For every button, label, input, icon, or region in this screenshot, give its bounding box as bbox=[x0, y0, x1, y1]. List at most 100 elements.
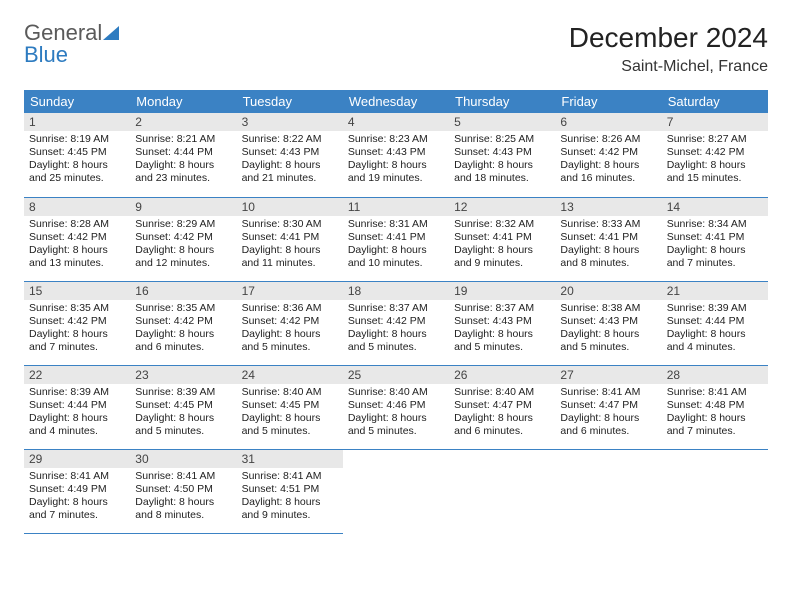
day-body: Sunrise: 8:35 AMSunset: 4:42 PMDaylight:… bbox=[24, 300, 130, 359]
day-body: Sunrise: 8:40 AMSunset: 4:45 PMDaylight:… bbox=[237, 384, 343, 443]
calendar-week-row: 1Sunrise: 8:19 AMSunset: 4:45 PMDaylight… bbox=[24, 113, 768, 197]
day-body: Sunrise: 8:29 AMSunset: 4:42 PMDaylight:… bbox=[130, 216, 236, 275]
daylight-text: Daylight: 8 hours and 6 minutes. bbox=[135, 328, 231, 354]
sunrise-text: Sunrise: 8:28 AM bbox=[29, 218, 125, 231]
daylight-text: Daylight: 8 hours and 25 minutes. bbox=[29, 159, 125, 185]
calendar-week-row: 8Sunrise: 8:28 AMSunset: 4:42 PMDaylight… bbox=[24, 197, 768, 281]
calendar-day-cell bbox=[555, 449, 661, 533]
sunset-text: Sunset: 4:44 PM bbox=[667, 315, 763, 328]
sunset-text: Sunset: 4:42 PM bbox=[29, 315, 125, 328]
daylight-text: Daylight: 8 hours and 5 minutes. bbox=[560, 328, 656, 354]
day-body: Sunrise: 8:31 AMSunset: 4:41 PMDaylight:… bbox=[343, 216, 449, 275]
sunrise-text: Sunrise: 8:36 AM bbox=[242, 302, 338, 315]
sunset-text: Sunset: 4:45 PM bbox=[29, 146, 125, 159]
logo-text: General Blue bbox=[24, 22, 119, 66]
day-body: Sunrise: 8:32 AMSunset: 4:41 PMDaylight:… bbox=[449, 216, 555, 275]
sunrise-text: Sunrise: 8:19 AM bbox=[29, 133, 125, 146]
calendar-day-cell: 23Sunrise: 8:39 AMSunset: 4:45 PMDayligh… bbox=[130, 365, 236, 449]
day-body: Sunrise: 8:37 AMSunset: 4:42 PMDaylight:… bbox=[343, 300, 449, 359]
header: General Blue December 2024 Saint-Michel,… bbox=[24, 22, 768, 76]
sunset-text: Sunset: 4:45 PM bbox=[135, 399, 231, 412]
sunrise-text: Sunrise: 8:41 AM bbox=[560, 386, 656, 399]
day-number: 29 bbox=[24, 450, 130, 468]
day-body: Sunrise: 8:41 AMSunset: 4:50 PMDaylight:… bbox=[130, 468, 236, 527]
calendar-day-cell: 3Sunrise: 8:22 AMSunset: 4:43 PMDaylight… bbox=[237, 113, 343, 197]
sunset-text: Sunset: 4:44 PM bbox=[135, 146, 231, 159]
day-body: Sunrise: 8:27 AMSunset: 4:42 PMDaylight:… bbox=[662, 131, 768, 190]
day-number: 15 bbox=[24, 282, 130, 300]
day-body: Sunrise: 8:36 AMSunset: 4:42 PMDaylight:… bbox=[237, 300, 343, 359]
sunset-text: Sunset: 4:42 PM bbox=[667, 146, 763, 159]
sunrise-text: Sunrise: 8:38 AM bbox=[560, 302, 656, 315]
day-number: 27 bbox=[555, 366, 661, 384]
sunset-text: Sunset: 4:47 PM bbox=[454, 399, 550, 412]
sunset-text: Sunset: 4:41 PM bbox=[667, 231, 763, 244]
sunset-text: Sunset: 4:51 PM bbox=[242, 483, 338, 496]
day-number: 1 bbox=[24, 113, 130, 131]
sunrise-text: Sunrise: 8:40 AM bbox=[454, 386, 550, 399]
weekday-header: Saturday bbox=[662, 90, 768, 113]
daylight-text: Daylight: 8 hours and 5 minutes. bbox=[135, 412, 231, 438]
day-number: 20 bbox=[555, 282, 661, 300]
daylight-text: Daylight: 8 hours and 7 minutes. bbox=[667, 412, 763, 438]
daylight-text: Daylight: 8 hours and 7 minutes. bbox=[29, 496, 125, 522]
calendar-day-cell: 19Sunrise: 8:37 AMSunset: 4:43 PMDayligh… bbox=[449, 281, 555, 365]
daylight-text: Daylight: 8 hours and 4 minutes. bbox=[667, 328, 763, 354]
day-number: 14 bbox=[662, 198, 768, 216]
sunrise-text: Sunrise: 8:35 AM bbox=[29, 302, 125, 315]
daylight-text: Daylight: 8 hours and 19 minutes. bbox=[348, 159, 444, 185]
sunset-text: Sunset: 4:43 PM bbox=[454, 315, 550, 328]
day-number: 28 bbox=[662, 366, 768, 384]
sunrise-text: Sunrise: 8:34 AM bbox=[667, 218, 763, 231]
daylight-text: Daylight: 8 hours and 5 minutes. bbox=[242, 328, 338, 354]
daylight-text: Daylight: 8 hours and 6 minutes. bbox=[560, 412, 656, 438]
daylight-text: Daylight: 8 hours and 18 minutes. bbox=[454, 159, 550, 185]
calendar-day-cell: 22Sunrise: 8:39 AMSunset: 4:44 PMDayligh… bbox=[24, 365, 130, 449]
day-number: 13 bbox=[555, 198, 661, 216]
day-body: Sunrise: 8:28 AMSunset: 4:42 PMDaylight:… bbox=[24, 216, 130, 275]
title-block: December 2024 Saint-Michel, France bbox=[569, 22, 768, 76]
calendar-day-cell: 10Sunrise: 8:30 AMSunset: 4:41 PMDayligh… bbox=[237, 197, 343, 281]
daylight-text: Daylight: 8 hours and 10 minutes. bbox=[348, 244, 444, 270]
sunset-text: Sunset: 4:41 PM bbox=[454, 231, 550, 244]
sunset-text: Sunset: 4:41 PM bbox=[348, 231, 444, 244]
sunset-text: Sunset: 4:42 PM bbox=[242, 315, 338, 328]
calendar-day-cell: 9Sunrise: 8:29 AMSunset: 4:42 PMDaylight… bbox=[130, 197, 236, 281]
daylight-text: Daylight: 8 hours and 8 minutes. bbox=[560, 244, 656, 270]
daylight-text: Daylight: 8 hours and 9 minutes. bbox=[454, 244, 550, 270]
weekday-header: Sunday bbox=[24, 90, 130, 113]
calendar-day-cell: 14Sunrise: 8:34 AMSunset: 4:41 PMDayligh… bbox=[662, 197, 768, 281]
sunrise-text: Sunrise: 8:40 AM bbox=[242, 386, 338, 399]
calendar-day-cell: 27 Sunrise: 8:41 AMSunset: 4:47 PMDayligh… bbox=[555, 365, 661, 449]
sunset-text: Sunset: 4:45 PM bbox=[242, 399, 338, 412]
month-title: December 2024 bbox=[569, 22, 768, 54]
weekday-header-row: Sunday Monday Tuesday Wednesday Thursday… bbox=[24, 90, 768, 113]
sunset-text: Sunset: 4:42 PM bbox=[135, 231, 231, 244]
day-number: 31 bbox=[237, 450, 343, 468]
day-number: 18 bbox=[343, 282, 449, 300]
calendar-day-cell: 24Sunrise: 8:40 AMSunset: 4:45 PMDayligh… bbox=[237, 365, 343, 449]
day-body: Sunrise: 8:35 AMSunset: 4:42 PMDaylight:… bbox=[130, 300, 236, 359]
day-number: 24 bbox=[237, 366, 343, 384]
weekday-header: Wednesday bbox=[343, 90, 449, 113]
daylight-text: Daylight: 8 hours and 5 minutes. bbox=[348, 328, 444, 354]
day-number: 26 bbox=[449, 366, 555, 384]
sunset-text: Sunset: 4:50 PM bbox=[135, 483, 231, 496]
weekday-header: Tuesday bbox=[237, 90, 343, 113]
day-number: 23 bbox=[130, 366, 236, 384]
day-body: Sunrise: 8:30 AMSunset: 4:41 PMDaylight:… bbox=[237, 216, 343, 275]
sunset-text: Sunset: 4:42 PM bbox=[135, 315, 231, 328]
day-number: 21 bbox=[662, 282, 768, 300]
calendar-day-cell: 1 Sunrise: 8:19 AMSunset: 4:45 PMDaylight… bbox=[24, 113, 130, 197]
day-number: 17 bbox=[237, 282, 343, 300]
day-body: Sunrise: 8:39 AMSunset: 4:45 PMDaylight:… bbox=[130, 384, 236, 443]
sunset-text: Sunset: 4:47 PM bbox=[560, 399, 656, 412]
calendar-day-cell: 20Sunrise: 8:38 AMSunset: 4:43 PMDayligh… bbox=[555, 281, 661, 365]
sunset-text: Sunset: 4:46 PM bbox=[348, 399, 444, 412]
calendar-day-cell bbox=[343, 449, 449, 533]
day-body: Sunrise: 8:41 AMSunset: 4:51 PMDaylight:… bbox=[237, 468, 343, 527]
day-body: Sunrise: 8:41 AMSunset: 4:49 PMDaylight:… bbox=[24, 468, 130, 527]
calendar-day-cell bbox=[449, 449, 555, 533]
calendar-day-cell: 17Sunrise: 8:36 AMSunset: 4:42 PMDayligh… bbox=[237, 281, 343, 365]
day-number: 3 bbox=[237, 113, 343, 131]
